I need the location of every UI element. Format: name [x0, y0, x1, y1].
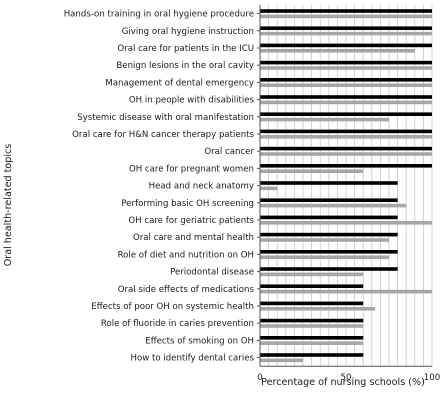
- bar-primary: [260, 353, 364, 357]
- category-label: Role of fluoride in caries prevention: [101, 319, 254, 329]
- category-labels: Hands-on training in oral hygiene proced…: [64, 10, 255, 364]
- bar-primary: [260, 181, 398, 185]
- bar-secondary: [260, 83, 432, 87]
- bar-primary: [260, 129, 432, 134]
- bar-secondary: [260, 117, 389, 122]
- bar-primary: [260, 318, 364, 323]
- bar-secondary: [260, 152, 432, 156]
- bar-primary: [260, 146, 432, 151]
- chart-gridlines: [268, 5, 433, 367]
- bar-secondary: [260, 31, 432, 36]
- category-label: Oral care for patients in the ICU: [117, 44, 254, 54]
- category-label: Systemic disease with oral manifestation: [77, 113, 254, 123]
- x-tick-label: 0: [257, 373, 262, 383]
- y-axis-title: Oral health-related topics: [3, 144, 14, 267]
- category-label: Oral cancer: [204, 147, 254, 157]
- category-label: Periodontal disease: [170, 268, 254, 278]
- bar-secondary: [260, 238, 389, 242]
- bar-secondary: [260, 49, 415, 53]
- category-label: Role of diet and nutrition on OH: [118, 250, 254, 260]
- bar-primary: [260, 95, 432, 99]
- bar-primary: [260, 284, 364, 288]
- category-label: Effects of poor OH on systemic health: [91, 302, 254, 312]
- bar-primary: [260, 267, 398, 271]
- x-axis-title: Percentage of nursing schools (%): [261, 377, 425, 388]
- bar-secondary: [260, 221, 432, 225]
- x-tick-labels: 0 50 100: [257, 373, 440, 383]
- bar-primary: [260, 164, 432, 168]
- category-label: Head and neck anatomy: [149, 182, 254, 192]
- bar-primary: [260, 336, 364, 340]
- bar-primary: [260, 250, 398, 254]
- bar-secondary: [260, 169, 364, 173]
- category-label: Oral care and mental health: [133, 233, 254, 243]
- bar-primary: [260, 301, 364, 306]
- bar-secondary: [260, 14, 432, 19]
- category-label: OH care for pregnant women: [129, 164, 254, 174]
- bar-secondary: [260, 289, 432, 294]
- bar-secondary: [260, 203, 407, 208]
- bar-primary: [260, 78, 432, 82]
- category-label: Oral side effects of medications: [118, 285, 255, 295]
- bar-secondary: [260, 100, 432, 105]
- bar-secondary: [260, 341, 364, 345]
- bar-secondary: [260, 324, 364, 328]
- category-label: Oral care for H&N cancer therapy patient…: [72, 130, 254, 140]
- category-label: Effects of smoking on OH: [145, 336, 254, 346]
- x-tick-label: 50: [341, 373, 352, 383]
- bar-primary: [260, 232, 398, 237]
- bar-primary: [260, 60, 432, 65]
- category-label: OH care for geriatric patients: [128, 216, 254, 226]
- category-label: Performing basic OH screening: [121, 199, 254, 209]
- bar-primary: [260, 43, 432, 48]
- bar-secondary: [260, 186, 278, 191]
- bar-primary: [260, 9, 432, 13]
- bar-primary: [260, 112, 432, 116]
- bar-secondary: [260, 255, 389, 259]
- bar-secondary: [260, 272, 364, 277]
- category-label: Giving oral hygiene instruction: [122, 27, 254, 37]
- chart-axes: [257, 5, 432, 367]
- bar-secondary: [260, 307, 376, 311]
- bar-primary: [260, 198, 398, 202]
- bar-secondary: [260, 66, 432, 70]
- x-tick-label: 100: [424, 373, 440, 383]
- chart-bars: [260, 9, 432, 363]
- category-label: How to identify dental caries: [131, 354, 255, 364]
- category-label: Management of dental emergency: [105, 78, 254, 88]
- category-label: Benign lesions in the oral cavity: [116, 61, 254, 71]
- bar-primary: [260, 215, 398, 220]
- category-label: OH in people with disabilities: [129, 96, 255, 106]
- bar-secondary: [260, 135, 432, 139]
- bar-primary: [260, 26, 432, 30]
- bar-secondary: [260, 358, 303, 363]
- category-label: Hands-on training in oral hygiene proced…: [64, 10, 254, 20]
